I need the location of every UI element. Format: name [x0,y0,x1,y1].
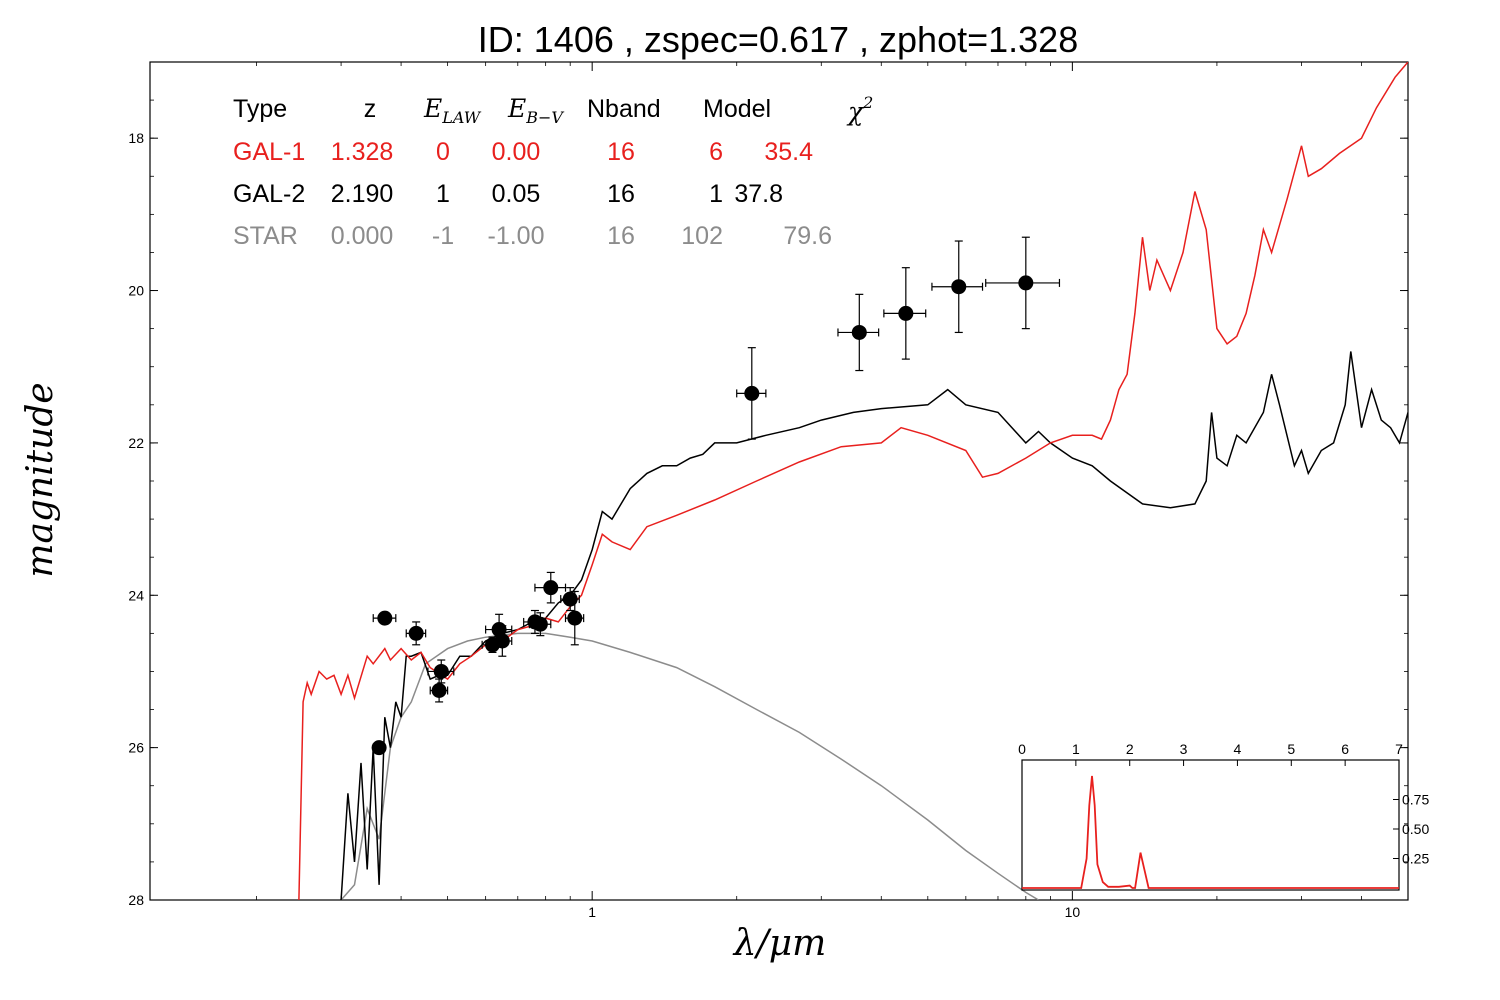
pdz-inset: 0 1 2 3 4 5 6 7 0.25 0.50 0.75 [1018,741,1429,891]
photometry-marker [431,683,447,698]
photometry-marker [532,616,548,632]
photometry-point [985,236,1061,330]
photometry-marker [371,740,387,756]
series-line-star [340,632,1039,900]
inset-x-tick-label-6: 6 [1341,741,1349,757]
x-tick-label-1: 10 [1065,904,1081,920]
table-row-gal-1: GAL-1 1.328 0 0.00 16 6 35.4 [233,138,813,166]
cell-e-law: 1 [436,180,450,208]
y-tick-label-0: 18 [128,130,144,146]
cell-ebv: -1.00 [488,222,545,250]
photometry-point [528,612,552,637]
photometry-point [736,347,767,440]
y-tick-label-4: 26 [128,740,144,756]
x-axis-label: λ/μm [732,923,826,964]
cell-chi2: 37.8 [734,180,783,208]
header-e-law: ELAW [423,94,482,127]
cell-nband: 16 [607,138,635,166]
cell-z: 0.000 [331,222,394,250]
cell-z: 1.328 [331,138,394,166]
photometry-marker [744,385,760,401]
photometry-points [371,236,1061,756]
series-line-gal-1 [298,62,1408,900]
cell-type: GAL-1 [233,138,305,166]
photometry-point [560,587,580,612]
y-tick-label-3: 24 [128,587,144,603]
photometry-marker [567,610,583,626]
inset-y-tick-label-0: 0.25 [1402,851,1429,867]
inset-y-axis: 0.25 0.50 0.75 [1393,792,1429,867]
photometry-point [491,625,513,657]
table-row-gal-2: GAL-2 2.190 1 0.05 16 1 37.8 [233,180,783,208]
table-rows: GAL-1 1.328 0 0.00 16 6 35.4 GAL-2 2.190 1 0.05 16 1… [233,138,832,250]
cell-e-law: -1 [432,222,454,250]
header-chi2: χ2 [846,93,873,126]
cell-nband: 16 [607,222,635,250]
y-tick-label-1: 20 [128,283,144,299]
inset-x-tick-label-2: 2 [1126,741,1134,757]
header-type: Type [233,95,287,123]
cell-z: 2.190 [331,180,394,208]
header-z: z [364,95,377,123]
photometry-point [427,659,455,684]
cell-model: 102 [681,222,723,250]
photometry-point [534,571,567,604]
cell-model: 6 [709,138,723,166]
chart-title: ID: 1406 , zspec=0.617 , zphot=1.328 [478,19,1078,60]
photometry-marker [494,633,510,649]
cell-model: 1 [709,180,723,208]
cell-e-law: 0 [436,138,450,166]
photometry-point [405,621,427,646]
header-nband: Nband [587,95,661,123]
cell-ebv: 0.00 [492,138,541,166]
inset-x-tick-label-4: 4 [1234,741,1242,757]
inset-x-tick-label-1: 1 [1072,741,1080,757]
x-tick-label-0: 1 [588,904,596,920]
photometry-point [837,293,880,372]
inset-y-tick-label-1: 0.50 [1402,821,1429,837]
fit-results-table: Type z ELAW EB−V Nband Model χ2 GAL-1 1.3… [233,93,873,250]
inset-x-axis: 0 1 2 3 4 5 6 7 [1018,741,1403,766]
photometry-marker [408,625,424,641]
table-row-star: STAR 0.000 -1 -1.00 16 102 79.6 [233,222,832,250]
photometry-marker [851,324,867,340]
photometry-point [564,590,585,646]
header-ebv: EB−V [507,94,564,127]
photometry-marker [377,610,393,626]
cell-chi2: 35.4 [764,138,813,166]
inset-x-tick-label-0: 0 [1018,741,1026,757]
photometry-point [371,740,387,756]
inset-frame [1021,759,1400,891]
y-axis-label: magnitude [20,382,61,577]
inset-x-tick-label-7: 7 [1395,741,1403,757]
cell-chi2: 79.6 [783,222,832,250]
photometry-marker [543,580,559,596]
cell-type: GAL-2 [233,180,305,208]
y-tick-label-5: 28 [128,892,144,908]
photometry-marker [562,591,578,607]
pdz-curve [1022,775,1399,889]
cell-type: STAR [233,222,298,250]
photometry-marker [951,279,967,295]
x-axis: 1 10 [256,62,1362,920]
photometry-point [372,610,397,626]
photometry-marker [1018,275,1034,291]
cell-nband: 16 [607,180,635,208]
inset-x-tick-label-3: 3 [1180,741,1188,757]
photometry-point [883,267,927,360]
cell-ebv: 0.05 [492,180,541,208]
inset-y-tick-label-2: 0.75 [1402,792,1429,808]
header-model: Model [703,95,771,123]
photometry-marker [433,663,449,679]
inset-x-tick-label-5: 5 [1287,741,1295,757]
y-tick-label-2: 22 [128,435,144,451]
photometry-marker [898,305,914,321]
photometry-point [931,240,984,334]
